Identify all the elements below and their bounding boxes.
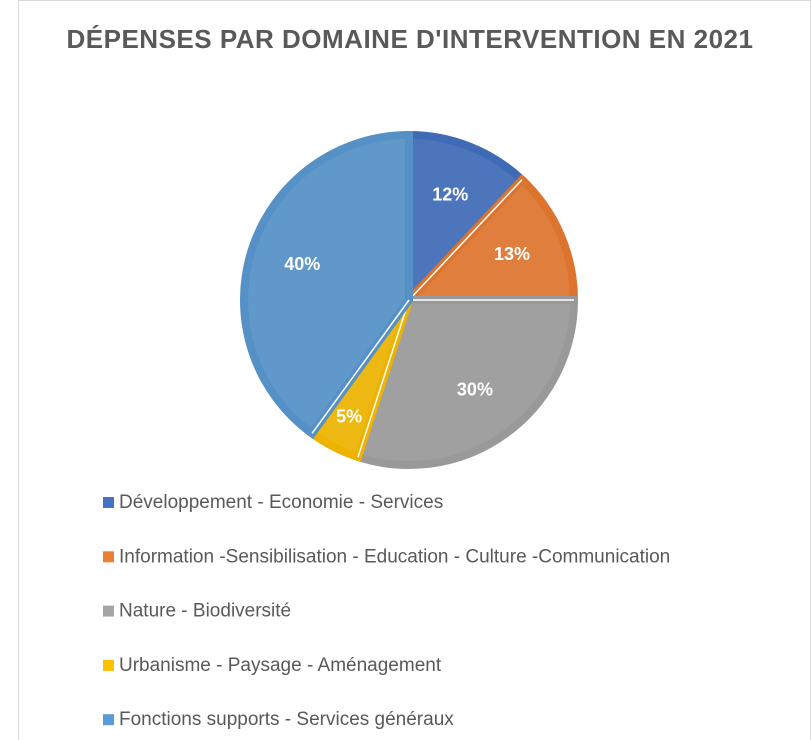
- data-label: 5%: [336, 406, 362, 426]
- data-label: 12%: [432, 184, 468, 204]
- legend-label: Urbanisme - Paysage - Aménagement: [119, 655, 442, 676]
- legend-swatch: [103, 497, 114, 508]
- slice-gap: [311, 299, 410, 434]
- legend-swatch: [103, 551, 114, 563]
- chart-title: DÉPENSES PAR DOMAINE D'INTERVENTION EN 2…: [66, 24, 754, 54]
- legend-label: Nature - Biodiversité: [119, 601, 291, 622]
- data-label: 40%: [284, 254, 320, 274]
- slice-gap: [357, 299, 410, 458]
- legend-label: Information -Sensibilisation - Education…: [119, 546, 670, 567]
- data-label: 13%: [494, 244, 530, 264]
- data-label: 30%: [457, 380, 493, 400]
- legend-swatch: [103, 605, 114, 617]
- legend-label: Fonctions supports - Services généraux: [119, 709, 454, 730]
- pie-slice: [399, 174, 579, 304]
- pie-slice: [352, 296, 579, 469]
- pie-slice: [405, 130, 528, 311]
- legend-label: Développement - Economie - Services: [119, 492, 443, 513]
- legend-swatch: [103, 714, 114, 726]
- legend-swatch: [103, 659, 114, 671]
- pie-slice: [240, 130, 413, 440]
- slice-gap: [408, 179, 523, 301]
